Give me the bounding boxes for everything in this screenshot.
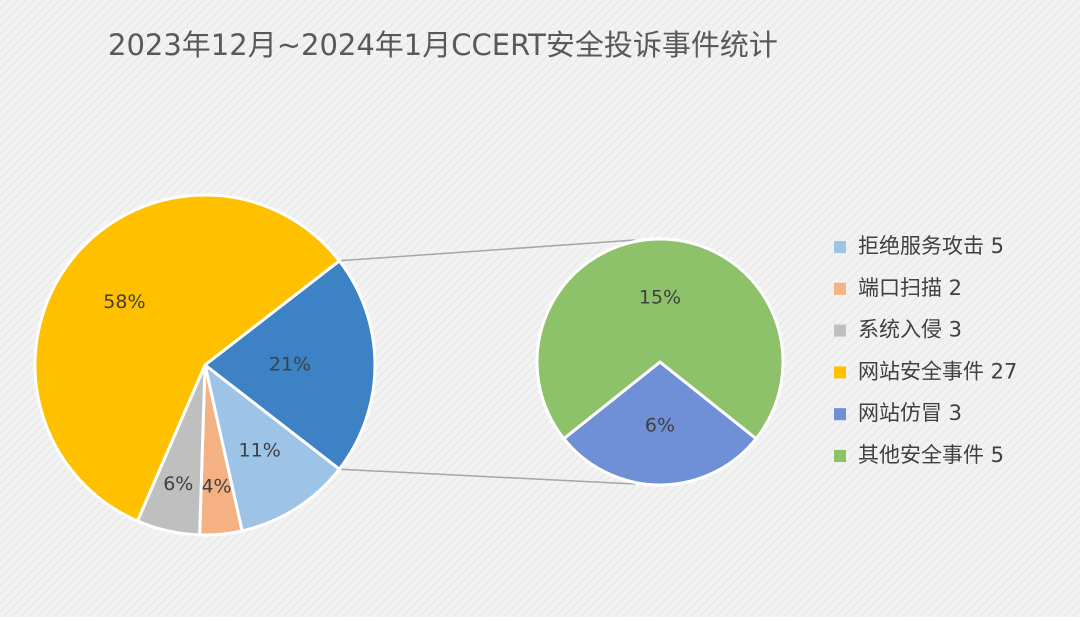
connector-line — [339, 468, 636, 485]
legend-marker — [834, 450, 846, 462]
pie-slice — [202, 361, 342, 533]
pie-slice — [202, 258, 377, 472]
legend-marker — [834, 408, 846, 421]
chart-title: 2023年12月~2024年1月CCERT安全投诉事件统计 — [108, 28, 778, 62]
legend-marker — [834, 324, 846, 337]
pie-slice — [561, 360, 759, 487]
data-label: 6% — [645, 414, 675, 436]
pie-slice — [535, 237, 785, 441]
legend-label: 系统入侵 3 — [858, 318, 962, 342]
legend-marker — [834, 366, 846, 379]
pie-slice — [33, 193, 342, 523]
legend-label: 拒绝服务攻击 5 — [858, 234, 1004, 258]
data-label: 6% — [163, 473, 193, 495]
data-label: 15% — [639, 287, 681, 309]
legend-label: 其他安全事件 5 — [858, 443, 1004, 467]
legend-label: 网站仿冒 3 — [858, 401, 962, 425]
legend-marker — [834, 282, 846, 295]
legend-label: 端口扫描 2 — [858, 276, 962, 300]
data-label: 4% — [201, 475, 231, 497]
data-label: 11% — [239, 440, 281, 462]
data-label: 21% — [269, 354, 311, 376]
legend-marker — [834, 241, 846, 253]
legend-label: 网站安全事件 27 — [858, 359, 1017, 383]
connector-line — [339, 239, 636, 262]
data-label: 58% — [103, 291, 145, 313]
